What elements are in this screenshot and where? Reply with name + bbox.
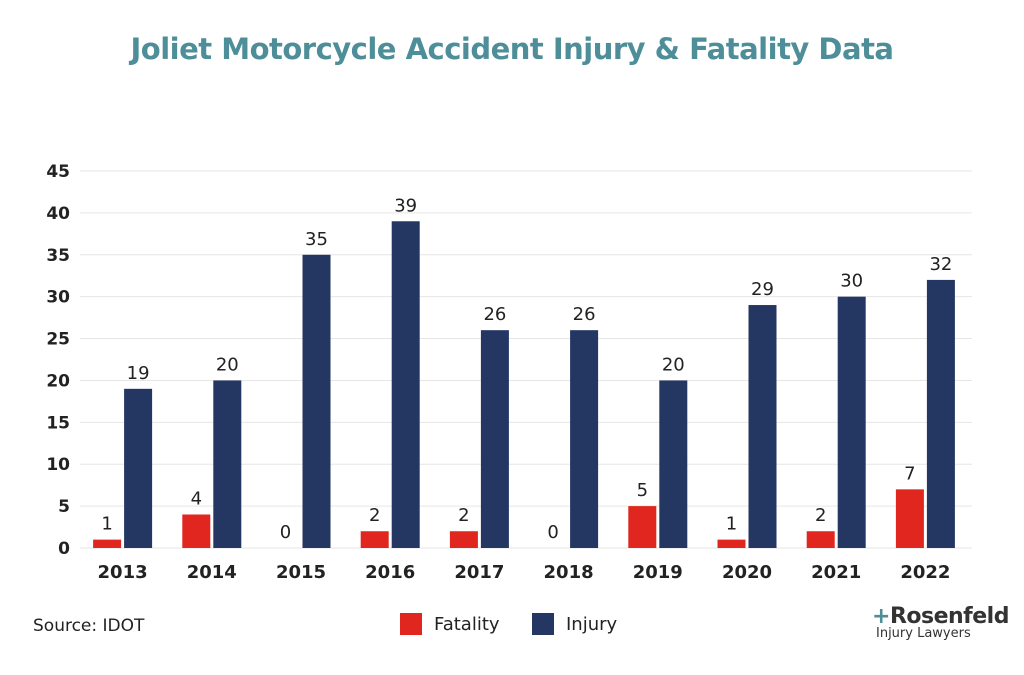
data-label-injury: 20 bbox=[216, 354, 239, 375]
data-label-fatality: 7 bbox=[904, 463, 915, 484]
bar-injury bbox=[570, 330, 599, 548]
data-label-fatality: 1 bbox=[726, 514, 737, 535]
x-tick-label: 2017 bbox=[454, 562, 504, 583]
x-tick-label: 2018 bbox=[544, 562, 594, 583]
data-label-fatality: 2 bbox=[458, 505, 469, 526]
y-tick-label: 15 bbox=[46, 413, 70, 433]
bar-fatality bbox=[93, 539, 122, 548]
y-tick-label: 10 bbox=[46, 455, 70, 475]
bar-injury bbox=[391, 221, 420, 548]
y-tick-label: 25 bbox=[46, 330, 70, 350]
x-tick-label: 2019 bbox=[633, 562, 683, 583]
bar-injury bbox=[926, 279, 955, 548]
rosenfeld-logo: +Rosenfeld Injury Lawyers bbox=[872, 604, 1009, 641]
data-label-injury: 26 bbox=[483, 304, 506, 325]
bar-injury bbox=[480, 330, 509, 548]
bar-fatality bbox=[895, 489, 924, 548]
legend-item-injury: Injury bbox=[532, 613, 617, 635]
bar-fatality bbox=[449, 531, 478, 548]
y-tick-label: 35 bbox=[46, 246, 70, 266]
data-label-injury: 35 bbox=[305, 229, 328, 250]
data-label-injury: 29 bbox=[751, 279, 774, 300]
logo-tagline: Injury Lawyers bbox=[876, 626, 971, 641]
data-label-fatality: 4 bbox=[191, 488, 202, 509]
y-tick-label: 0 bbox=[58, 539, 70, 559]
logo-name: +Rosenfeld bbox=[872, 604, 1009, 629]
bar-injury bbox=[124, 388, 153, 548]
data-label-injury: 30 bbox=[840, 271, 863, 292]
bar-fatality bbox=[360, 531, 389, 548]
data-label-injury: 32 bbox=[929, 254, 952, 275]
x-tick-label: 2020 bbox=[722, 562, 772, 583]
data-label-fatality: 0 bbox=[547, 522, 558, 543]
y-tick-label: 45 bbox=[46, 162, 70, 182]
bar-injury bbox=[748, 305, 777, 548]
legend-swatch-injury bbox=[532, 613, 554, 635]
y-tick-label: 40 bbox=[46, 204, 70, 224]
source-note: Source: IDOT bbox=[33, 616, 145, 636]
bar-injury bbox=[213, 380, 242, 548]
bar-injury bbox=[302, 254, 331, 548]
legend-item-fatality: Fatality bbox=[400, 613, 500, 635]
bar-fatality bbox=[717, 539, 746, 548]
data-label-fatality: 2 bbox=[815, 505, 826, 526]
data-label-injury: 39 bbox=[394, 195, 417, 216]
y-tick-label: 20 bbox=[46, 371, 70, 391]
y-tick-label: 5 bbox=[58, 497, 70, 517]
data-label-fatality: 0 bbox=[280, 522, 291, 543]
legend-label-fatality: Fatality bbox=[434, 613, 500, 635]
bar-fatality bbox=[182, 514, 211, 548]
bar-fatality bbox=[806, 531, 835, 548]
chart-title: Joliet Motorcycle Accident Injury & Fata… bbox=[130, 32, 894, 66]
legend-label-injury: Injury bbox=[566, 613, 618, 635]
x-tick-label: 2014 bbox=[187, 562, 237, 583]
x-tick-label: 2015 bbox=[276, 562, 326, 583]
data-label-fatality: 2 bbox=[369, 505, 380, 526]
y-tick-label: 30 bbox=[46, 288, 70, 308]
x-tick-label: 2013 bbox=[98, 562, 148, 583]
data-label-fatality: 1 bbox=[101, 514, 112, 535]
bar-injury bbox=[837, 296, 866, 548]
legend-swatch-fatality bbox=[400, 613, 422, 635]
data-label-injury: 19 bbox=[127, 363, 150, 384]
data-label-injury: 20 bbox=[662, 354, 685, 375]
bar-fatality bbox=[628, 506, 657, 548]
bar-injury bbox=[659, 380, 688, 548]
data-label-injury: 26 bbox=[573, 304, 596, 325]
x-tick-label: 2016 bbox=[365, 562, 415, 583]
x-tick-label: 2022 bbox=[900, 562, 950, 583]
data-label-fatality: 5 bbox=[637, 480, 648, 501]
x-tick-label: 2021 bbox=[811, 562, 861, 583]
